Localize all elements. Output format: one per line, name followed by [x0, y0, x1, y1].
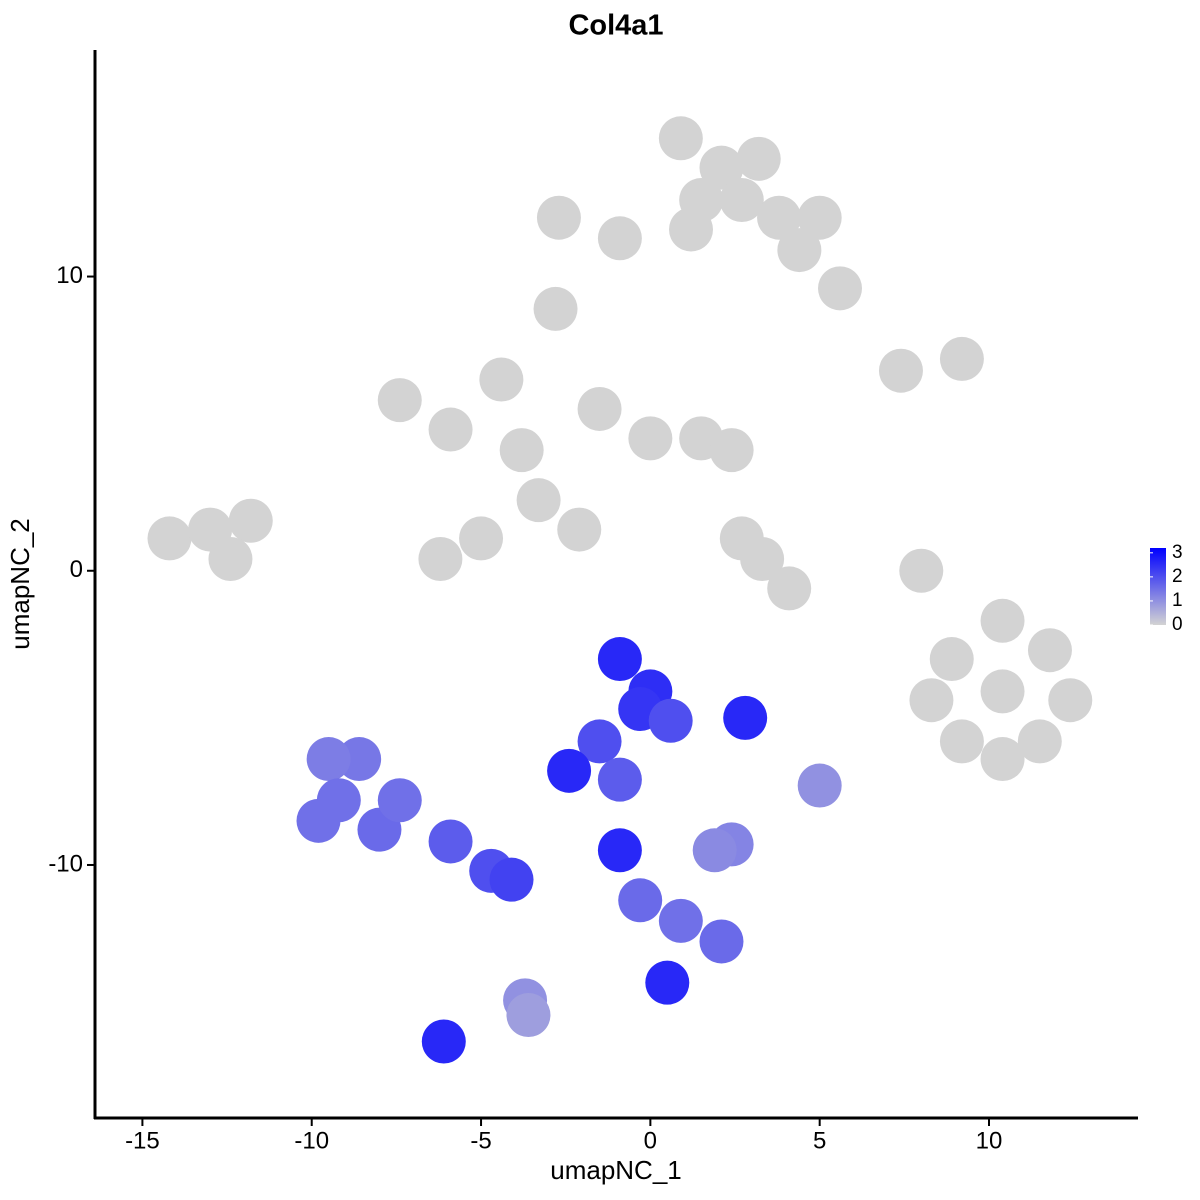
point: [939, 719, 984, 764]
point: [337, 737, 382, 782]
point: [980, 598, 1025, 643]
point: [208, 536, 253, 581]
point: [709, 428, 754, 473]
point: [719, 516, 764, 561]
point: [878, 348, 923, 393]
point: [797, 195, 842, 240]
point: [147, 516, 192, 561]
x-tick-label: -10: [294, 1127, 329, 1154]
point: [699, 145, 744, 190]
point: [577, 386, 622, 431]
colorbar-label: 0: [1172, 614, 1183, 635]
colorbar-label: 1: [1172, 590, 1183, 611]
point: [797, 763, 842, 808]
y-axis-label: umapNC_2: [5, 518, 35, 650]
x-tick-label: -15: [125, 1127, 160, 1154]
point: [557, 507, 602, 552]
point: [499, 428, 544, 473]
point: [1027, 628, 1072, 673]
point: [699, 919, 744, 964]
point: [516, 478, 561, 523]
x-tick-label: 0: [644, 1127, 657, 1154]
point: [377, 378, 422, 423]
point: [818, 266, 862, 311]
point: [459, 516, 504, 561]
point: [648, 698, 693, 743]
chart-title: Col4a1: [568, 10, 663, 42]
point: [757, 195, 802, 240]
point: [658, 116, 703, 161]
point: [669, 207, 713, 252]
point: [939, 336, 984, 381]
point: [577, 719, 622, 764]
point: [489, 857, 534, 902]
point: [421, 1019, 466, 1064]
point: [980, 737, 1025, 782]
y-tick-label: 0: [70, 556, 83, 583]
point: [428, 407, 473, 452]
point: [597, 216, 642, 261]
point: [506, 993, 551, 1038]
point: [533, 286, 578, 331]
colorbar: [1150, 548, 1166, 625]
points: [147, 116, 1093, 1064]
point: [767, 566, 812, 611]
point: [597, 637, 642, 682]
x-tick-label: 5: [813, 1127, 826, 1154]
point: [306, 737, 351, 782]
point: [899, 548, 944, 593]
point: [736, 136, 781, 181]
point: [645, 960, 690, 1005]
point: [316, 778, 361, 823]
point: [418, 536, 463, 581]
x-axis-label: umapNC_1: [550, 1155, 682, 1185]
x-tick-label: 10: [976, 1127, 1003, 1154]
colorbar-label: 2: [1172, 566, 1183, 587]
point: [777, 228, 822, 273]
x-tick-label: -5: [470, 1127, 491, 1154]
colorbar-label: 3: [1172, 542, 1183, 563]
y-tick-label: -10: [48, 850, 83, 877]
point: [536, 195, 581, 240]
point: [929, 637, 974, 682]
point: [1017, 719, 1062, 764]
point: [377, 778, 422, 823]
point: [980, 669, 1025, 714]
point: [658, 898, 703, 943]
point: [723, 695, 768, 740]
point: [909, 678, 954, 723]
point: [628, 416, 673, 461]
point: [597, 828, 642, 873]
point: [719, 178, 764, 223]
point: [547, 748, 592, 793]
point: [228, 498, 273, 543]
point: [428, 819, 473, 864]
point: [618, 878, 663, 923]
y-tick-label: 10: [56, 262, 83, 289]
point: [1048, 678, 1093, 723]
point: [597, 757, 642, 802]
point: [479, 357, 524, 402]
point: [692, 828, 737, 873]
